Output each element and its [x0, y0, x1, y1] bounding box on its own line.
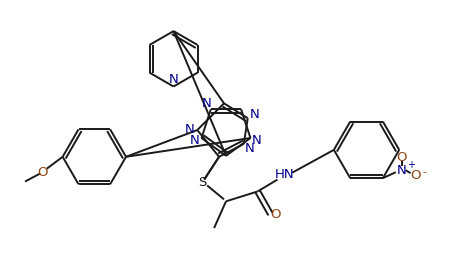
- Text: N: N: [202, 97, 211, 110]
- Text: N: N: [252, 134, 262, 147]
- Text: O: O: [38, 166, 48, 179]
- Text: O: O: [270, 208, 281, 221]
- Text: N: N: [250, 108, 260, 121]
- Text: N: N: [397, 164, 406, 177]
- Text: N: N: [190, 134, 200, 147]
- Text: N: N: [169, 73, 178, 86]
- Text: O: O: [410, 169, 421, 182]
- Text: O: O: [396, 151, 407, 164]
- Text: -: -: [423, 167, 427, 177]
- Text: +: +: [407, 160, 414, 170]
- Text: HN: HN: [275, 168, 294, 181]
- Text: N: N: [185, 123, 194, 136]
- Text: N: N: [245, 142, 255, 155]
- Text: S: S: [198, 176, 207, 189]
